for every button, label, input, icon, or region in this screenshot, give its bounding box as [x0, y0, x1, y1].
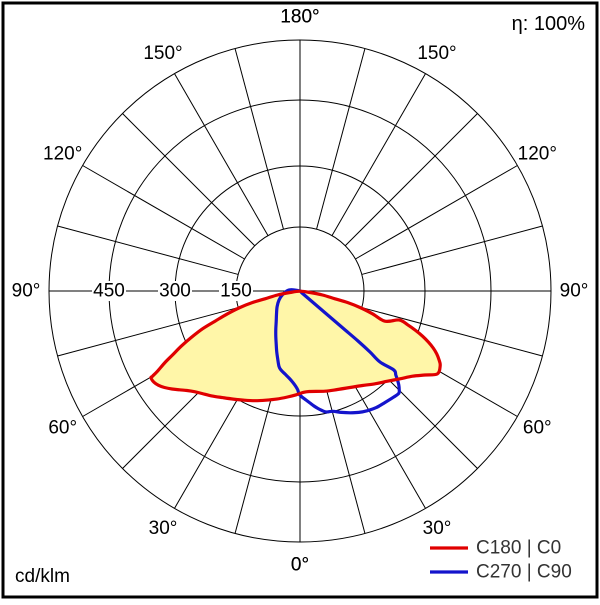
svg-text:0°: 0° [291, 555, 309, 576]
svg-text:300: 300 [159, 281, 191, 302]
svg-text:60°: 60° [523, 418, 552, 439]
svg-text:450: 450 [93, 281, 125, 302]
svg-text:60°: 60° [48, 418, 77, 439]
svg-text:120°: 120° [518, 144, 557, 165]
svg-text:150°: 150° [417, 43, 456, 64]
svg-text:C270 | C90: C270 | C90 [476, 562, 572, 583]
svg-text:90°: 90° [560, 281, 589, 302]
svg-text:C180 | C0: C180 | C0 [476, 538, 561, 559]
svg-text:90°: 90° [12, 281, 41, 302]
svg-text:cd/klm: cd/klm [15, 566, 70, 587]
svg-text:180°: 180° [280, 7, 319, 28]
svg-text:150°: 150° [143, 43, 182, 64]
svg-text:120°: 120° [43, 144, 82, 165]
svg-text:30°: 30° [423, 518, 452, 539]
svg-text:30°: 30° [149, 518, 178, 539]
svg-text:150: 150 [220, 281, 252, 302]
svg-text:η: 100%: η: 100% [512, 13, 586, 35]
